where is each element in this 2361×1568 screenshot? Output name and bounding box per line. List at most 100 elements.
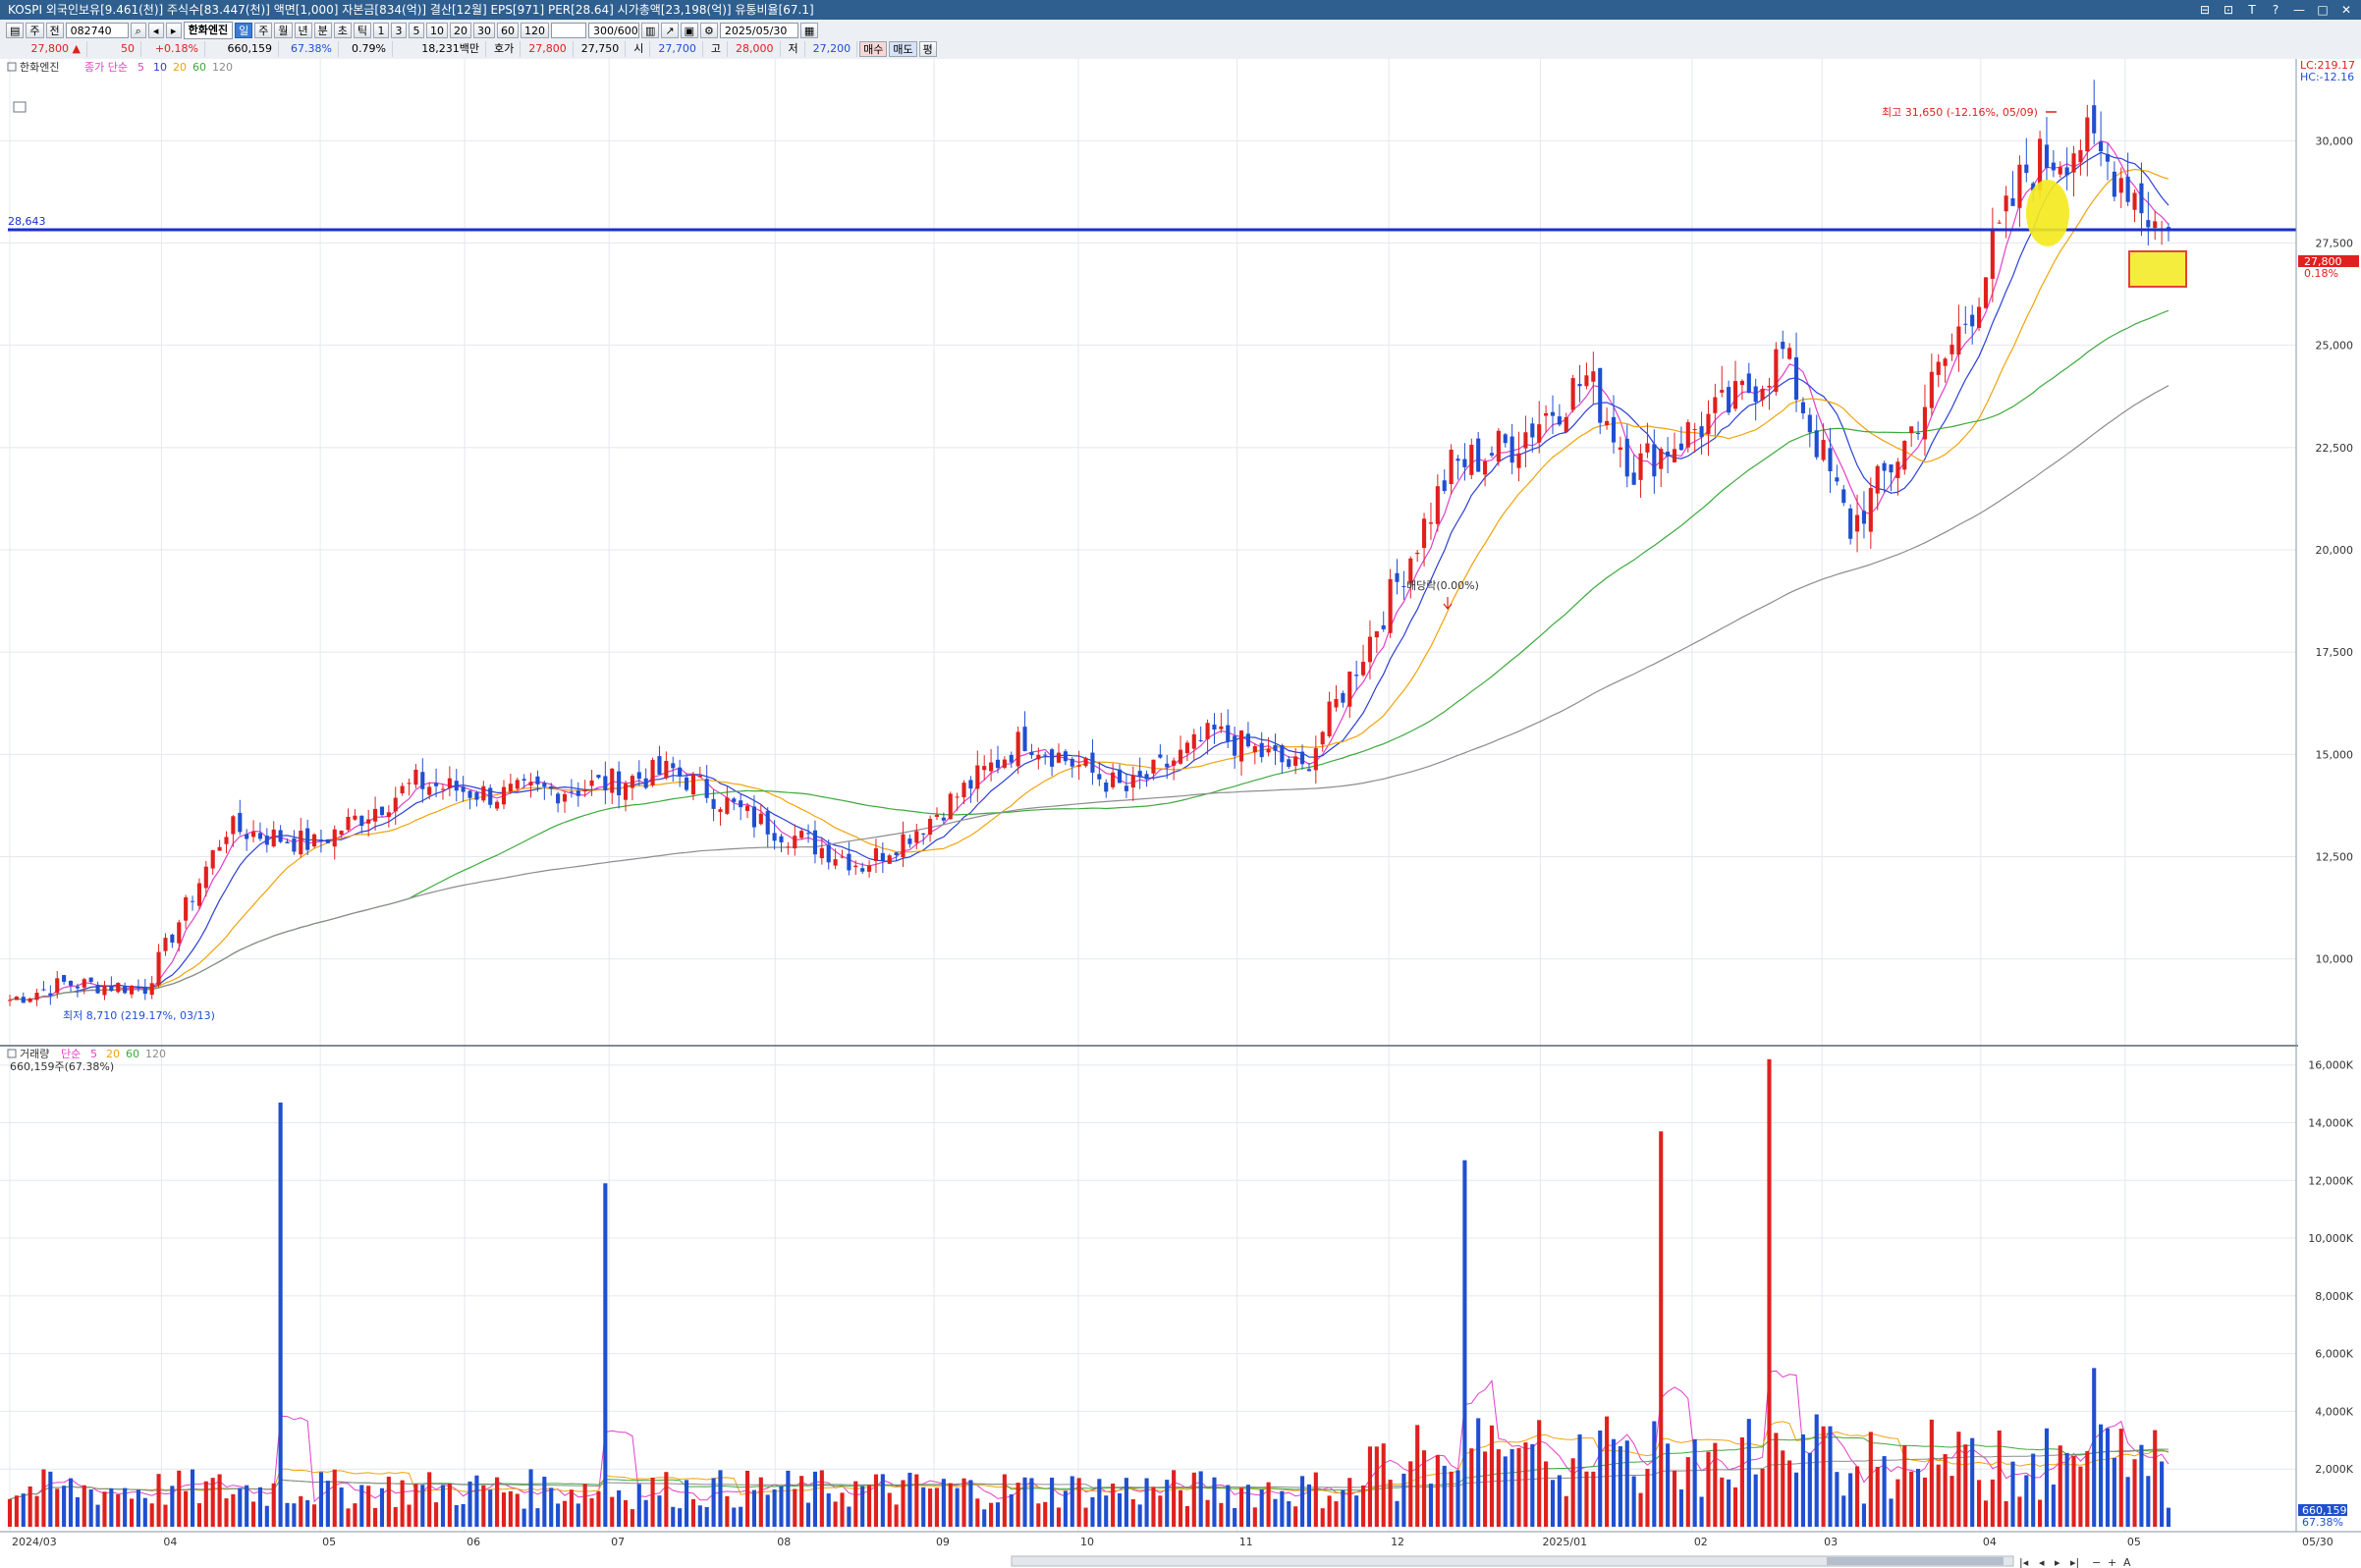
period-day[interactable]: 일	[235, 23, 253, 38]
horizontal-scrollbar[interactable]	[1011, 1555, 2014, 1567]
volume-bar	[535, 1508, 540, 1527]
prev-stock-icon[interactable]: ◂	[147, 23, 164, 38]
settings-icon[interactable]: ⚙	[700, 23, 718, 38]
volume-bar	[1550, 1480, 1556, 1527]
sell-button[interactable]: 매도	[889, 41, 917, 57]
volume-bar	[196, 1503, 201, 1527]
chart-type-icon[interactable]: ▥	[641, 23, 660, 38]
interval-custom-input[interactable]	[551, 23, 587, 38]
calendar-icon[interactable]: ▦	[799, 23, 819, 38]
period-second[interactable]: 초	[333, 23, 352, 38]
candle-body	[1388, 578, 1393, 633]
highlight-ellipse[interactable]	[2026, 180, 2069, 246]
stock-chart[interactable]: 30,000 27,500 25,000 22,500 20,000 17,500 15,0…	[0, 59, 2361, 1568]
maximize-icon[interactable]: □	[2317, 3, 2329, 17]
candle-body	[643, 778, 648, 788]
candle-body	[231, 816, 236, 835]
minimize-icon[interactable]: —	[2293, 3, 2305, 17]
market-scope-select[interactable]: 전	[45, 23, 64, 38]
buy-button[interactable]: 매수	[859, 41, 888, 57]
period-week[interactable]: 주	[254, 23, 273, 38]
zoom-minus-icon[interactable]: −	[2092, 1556, 2101, 1568]
volume-bar	[623, 1499, 629, 1527]
volume-tick-label: 8,000K	[2315, 1290, 2353, 1303]
volume-bar	[264, 1505, 269, 1527]
candle-body	[1245, 733, 1250, 747]
bottom-scroll-controls[interactable]: |◂ ◂ ▸ ▸| − + A	[1011, 1555, 2131, 1568]
legend-collapse-icon[interactable]	[13, 101, 27, 113]
open-value: 27,700	[652, 41, 703, 57]
interval-60[interactable]: 60	[497, 23, 520, 38]
interval-3[interactable]: 3	[391, 23, 408, 38]
period-month[interactable]: 월	[274, 23, 293, 38]
candle-body	[177, 922, 182, 944]
candle-body	[826, 844, 831, 863]
interval-5[interactable]: 5	[409, 23, 425, 38]
stock-code-input[interactable]: 082740	[65, 23, 129, 38]
count-input[interactable]: 300/600	[588, 23, 640, 38]
zoom-plus-icon[interactable]: +	[2108, 1556, 2116, 1568]
volume-bar	[657, 1495, 662, 1527]
volume-bar	[1875, 1466, 1880, 1527]
draw-tool-icon[interactable]: ↗	[661, 23, 679, 38]
price-legend[interactable]: 한화엔진 종가 단순 5 10 20 60 120	[7, 61, 233, 113]
candle-body	[1367, 636, 1373, 663]
interval-120[interactable]: 120	[521, 23, 550, 38]
candle-body	[995, 759, 1001, 769]
volume-bar	[697, 1505, 702, 1527]
candle-body	[812, 830, 818, 855]
legend-toggle-icon[interactable]	[7, 62, 17, 72]
candle-body	[62, 975, 67, 982]
save-icon[interactable]: ▣	[680, 23, 699, 38]
volume-bar	[1963, 1444, 1968, 1527]
interval-10[interactable]: 10	[426, 23, 449, 38]
stock-name[interactable]: 한화엔진	[183, 22, 234, 39]
close-icon[interactable]: ✕	[2340, 3, 2352, 17]
next-stock-icon[interactable]: ▸	[165, 23, 182, 38]
period-year[interactable]: 년	[294, 23, 312, 38]
menu-icon[interactable]: ▤	[6, 23, 25, 38]
help-icon[interactable]: ?	[2272, 3, 2279, 17]
volume-bar	[21, 1493, 26, 1527]
volume-bar	[542, 1477, 547, 1527]
interval-20[interactable]: 20	[450, 23, 472, 38]
search-icon[interactable]: ⌕	[130, 23, 146, 38]
volume-bar	[318, 1472, 324, 1527]
volume-bar	[299, 1495, 303, 1527]
candle-body	[961, 783, 966, 798]
highlight-rectangle[interactable]	[2128, 250, 2187, 288]
scroll-prev-icon[interactable]: ◂	[2039, 1556, 2045, 1568]
restore-panel-icon[interactable]: ⊡	[2223, 3, 2234, 17]
font-size-icon[interactable]: A	[2123, 1556, 2131, 1568]
volume-bar	[1334, 1501, 1339, 1527]
eval-button[interactable]: 평	[918, 41, 937, 57]
market-select[interactable]: 주	[26, 23, 44, 38]
volume-legend-name: 거래량	[20, 1048, 49, 1060]
volume-bar	[1828, 1426, 1833, 1527]
scroll-first-icon[interactable]: |◂	[2019, 1556, 2029, 1568]
volume-legend[interactable]: 거래량 단순 5 20 60 120 660,159주(67.38%)	[7, 1048, 166, 1073]
volume-bar	[1895, 1479, 1900, 1527]
volume-bar	[353, 1503, 357, 1527]
volume-bar	[1469, 1448, 1474, 1527]
interval-30[interactable]: 30	[473, 23, 496, 38]
volume-legend-toggle-icon[interactable]	[7, 1049, 17, 1058]
date-input[interactable]: 2025/05/30	[719, 23, 798, 38]
text-icon[interactable]: T	[2248, 3, 2256, 17]
period-minute[interactable]: 분	[313, 23, 332, 38]
candle-body	[353, 815, 357, 820]
open-label: 시	[628, 41, 651, 57]
scrollbar-thumb[interactable]	[1827, 1557, 2004, 1565]
volume-bar	[1415, 1425, 1420, 1527]
period-tick[interactable]: 틱	[353, 23, 372, 38]
volume-bar	[1983, 1500, 1989, 1527]
last-volume-marker	[2298, 1504, 2347, 1516]
volume-bar	[704, 1506, 709, 1527]
minimize-panel-icon[interactable]: ⊟	[2199, 3, 2211, 17]
volume-bar	[1401, 1473, 1406, 1527]
interval-1[interactable]: 1	[373, 23, 390, 38]
scroll-last-icon[interactable]: ▸|	[2070, 1556, 2079, 1568]
volume-bar	[1564, 1495, 1568, 1527]
volume-bar	[522, 1508, 526, 1527]
scroll-next-icon[interactable]: ▸	[2055, 1556, 2060, 1568]
